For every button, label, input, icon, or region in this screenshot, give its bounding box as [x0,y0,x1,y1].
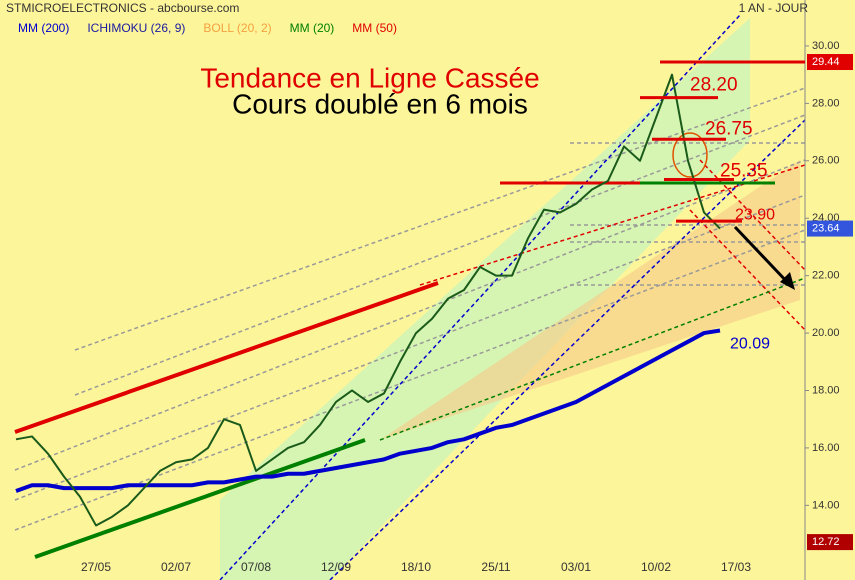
y-tick-label: 16.00 [812,442,840,454]
level-label: 28.20 [690,75,738,96]
fan-fill [380,160,800,440]
y-tick-label: 18.00 [812,384,840,396]
highlight [672,132,708,178]
legend-entry: MM (200) [18,21,69,35]
mm200-line [15,328,721,493]
green-dotted [379,277,806,441]
x-tick-label: 18/10 [401,560,431,574]
x-tick-label: 07/08 [241,560,271,574]
y-tick-label: 28.00 [812,97,840,109]
subheadline: Cours doublé en 6 mois [232,88,528,119]
arrow [733,225,792,287]
x-tick-label: 27/05 [81,560,111,574]
price-tag-label: 23.64 [812,222,840,234]
y-tick-label: 26.00 [812,155,840,167]
price-tag [807,54,853,71]
red-trendline [14,281,439,434]
parallel-lines [14,87,806,531]
x-tick-label: 12/09 [321,560,351,574]
y-tick-label: 30.00 [812,40,840,52]
legend-entry: ICHIMOKU (26, 9) [87,21,185,35]
red-dotted [419,159,806,331]
price-tag [807,534,853,551]
price-tag-label: 29.44 [812,56,840,68]
y-tick-label: 14.00 [812,499,840,511]
green-trendline [34,438,366,559]
x-tick-label: 17/03 [721,560,751,574]
mm200-label: 20.09 [730,336,770,353]
legend-entry: MM (20) [290,21,335,35]
legend-entry: BOLL (20, 2) [203,21,271,35]
price-tag-label: 12.72 [812,536,840,548]
x-tick-label: 02/07 [161,560,191,574]
level-label: 25.35 [720,160,768,181]
blue-channel [219,14,806,580]
x-tick-label: 25/11 [481,560,510,574]
period: 1 AN - JOUR [739,1,809,15]
price-line [15,73,721,527]
x-tick-label: 03/01 [561,560,591,574]
x-tick-label: 10/02 [641,560,671,574]
legend-entry: MM (50) [352,21,397,35]
arrow-head [780,272,795,290]
price-tag [807,220,853,237]
chart-title: STMICROELECTRONICS - abcbourse.com [6,1,239,15]
level-label: 23.90 [735,206,775,223]
y-tick-label: 20.00 [812,327,840,339]
headline: Tendance en Ligne Cassée [200,62,539,93]
level-label: 26.75 [705,118,753,139]
y-tick-label: 22.00 [812,270,840,282]
